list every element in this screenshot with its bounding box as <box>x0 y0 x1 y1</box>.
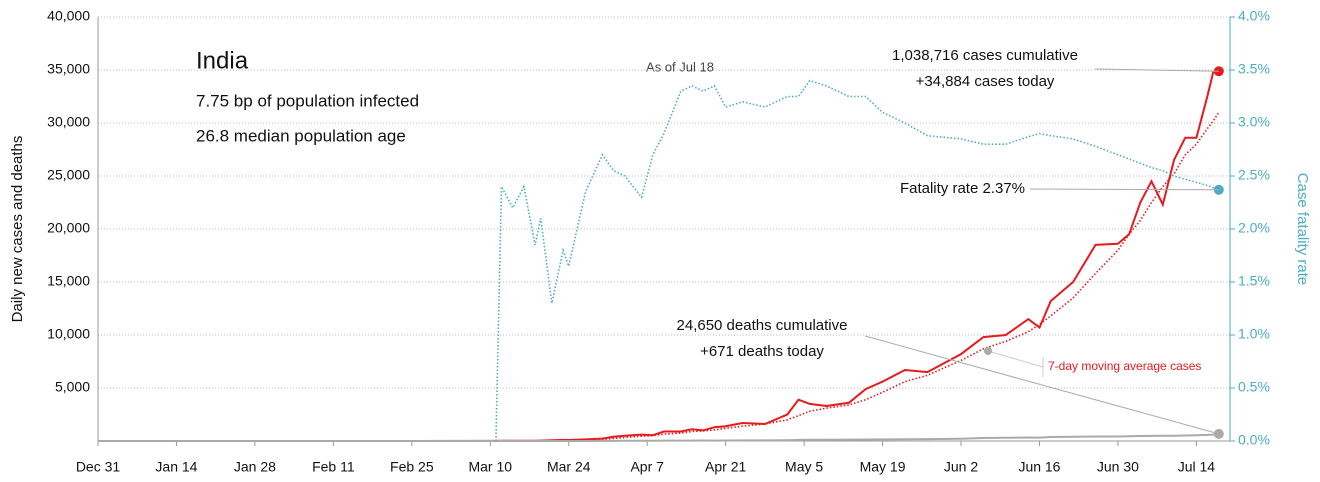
series-line <box>98 432 1219 442</box>
x-tick-label: Mar 10 <box>468 459 512 475</box>
y-tick-label: 25,000 <box>47 167 90 183</box>
x-tick-label: Jan 28 <box>234 459 276 475</box>
x-tick-label: Jun 30 <box>1097 459 1139 475</box>
leader <box>1094 68 1219 72</box>
as-of: As of Jul 18 <box>646 59 714 74</box>
y2-tick-label: 4.0% <box>1238 8 1270 24</box>
x-tick-label: Apr 21 <box>705 459 746 475</box>
y2-tick-label: 0.0% <box>1238 432 1270 448</box>
x-tick-label: Jun 16 <box>1018 459 1060 475</box>
y-tick-label: 5,000 <box>55 379 90 395</box>
leader <box>1029 188 1219 191</box>
y-axis-title: Daily new cases and deaths <box>9 136 26 323</box>
leader <box>987 350 1044 368</box>
deaths-cumulative: 24,650 deaths cumulative <box>677 317 848 334</box>
x-tick-label: Apr 7 <box>630 459 664 475</box>
subtitle: 26.8 median population age <box>196 126 406 145</box>
x-tick-label: Feb 25 <box>390 459 434 475</box>
x-tick-label: Jun 2 <box>944 459 978 475</box>
leader-dot <box>984 347 992 355</box>
series-line <box>98 111 1220 442</box>
x-tick-label: Mar 24 <box>547 459 591 475</box>
deaths-today: +671 deaths today <box>700 343 824 360</box>
cases-cumulative: 1,038,716 cases cumulative <box>892 47 1078 64</box>
x-tick-label: May 5 <box>785 459 823 475</box>
x-tick-label: Dec 31 <box>76 459 121 475</box>
avg-label: 7-day moving average cases <box>1048 359 1201 373</box>
y-tick-label: 15,000 <box>47 273 90 289</box>
y-tick-label: 30,000 <box>47 114 90 130</box>
x-tick-label: Jul 14 <box>1178 459 1216 475</box>
x-tick-label: Jan 14 <box>155 459 197 475</box>
y-tick-label: 20,000 <box>47 220 90 236</box>
y2-axis-title: Case fatality rate <box>1294 173 1311 286</box>
y2-tick-label: 3.5% <box>1238 61 1270 77</box>
subtitle: 7.75 bp of population infected <box>196 91 419 110</box>
y2-tick-label: 1.5% <box>1238 273 1270 289</box>
series-line <box>495 79 1220 442</box>
y-tick-label: 10,000 <box>47 326 90 342</box>
y2-tick-label: 2.5% <box>1238 167 1270 183</box>
x-tick-label: May 19 <box>860 459 906 475</box>
leader <box>864 335 1219 435</box>
x-tick-label: Feb 11 <box>312 459 355 475</box>
y2-tick-label: 1.0% <box>1238 326 1270 342</box>
fatality-rate: Fatality rate 2.37% <box>900 180 1025 197</box>
y2-tick-label: 3.0% <box>1238 114 1270 130</box>
y2-tick-label: 0.5% <box>1238 379 1270 395</box>
cases-today: +34,884 cases today <box>916 73 1055 90</box>
y2-tick-label: 2.0% <box>1238 220 1270 236</box>
y-tick-label: 35,000 <box>47 61 90 77</box>
y-tick-label: 40,000 <box>47 8 90 24</box>
